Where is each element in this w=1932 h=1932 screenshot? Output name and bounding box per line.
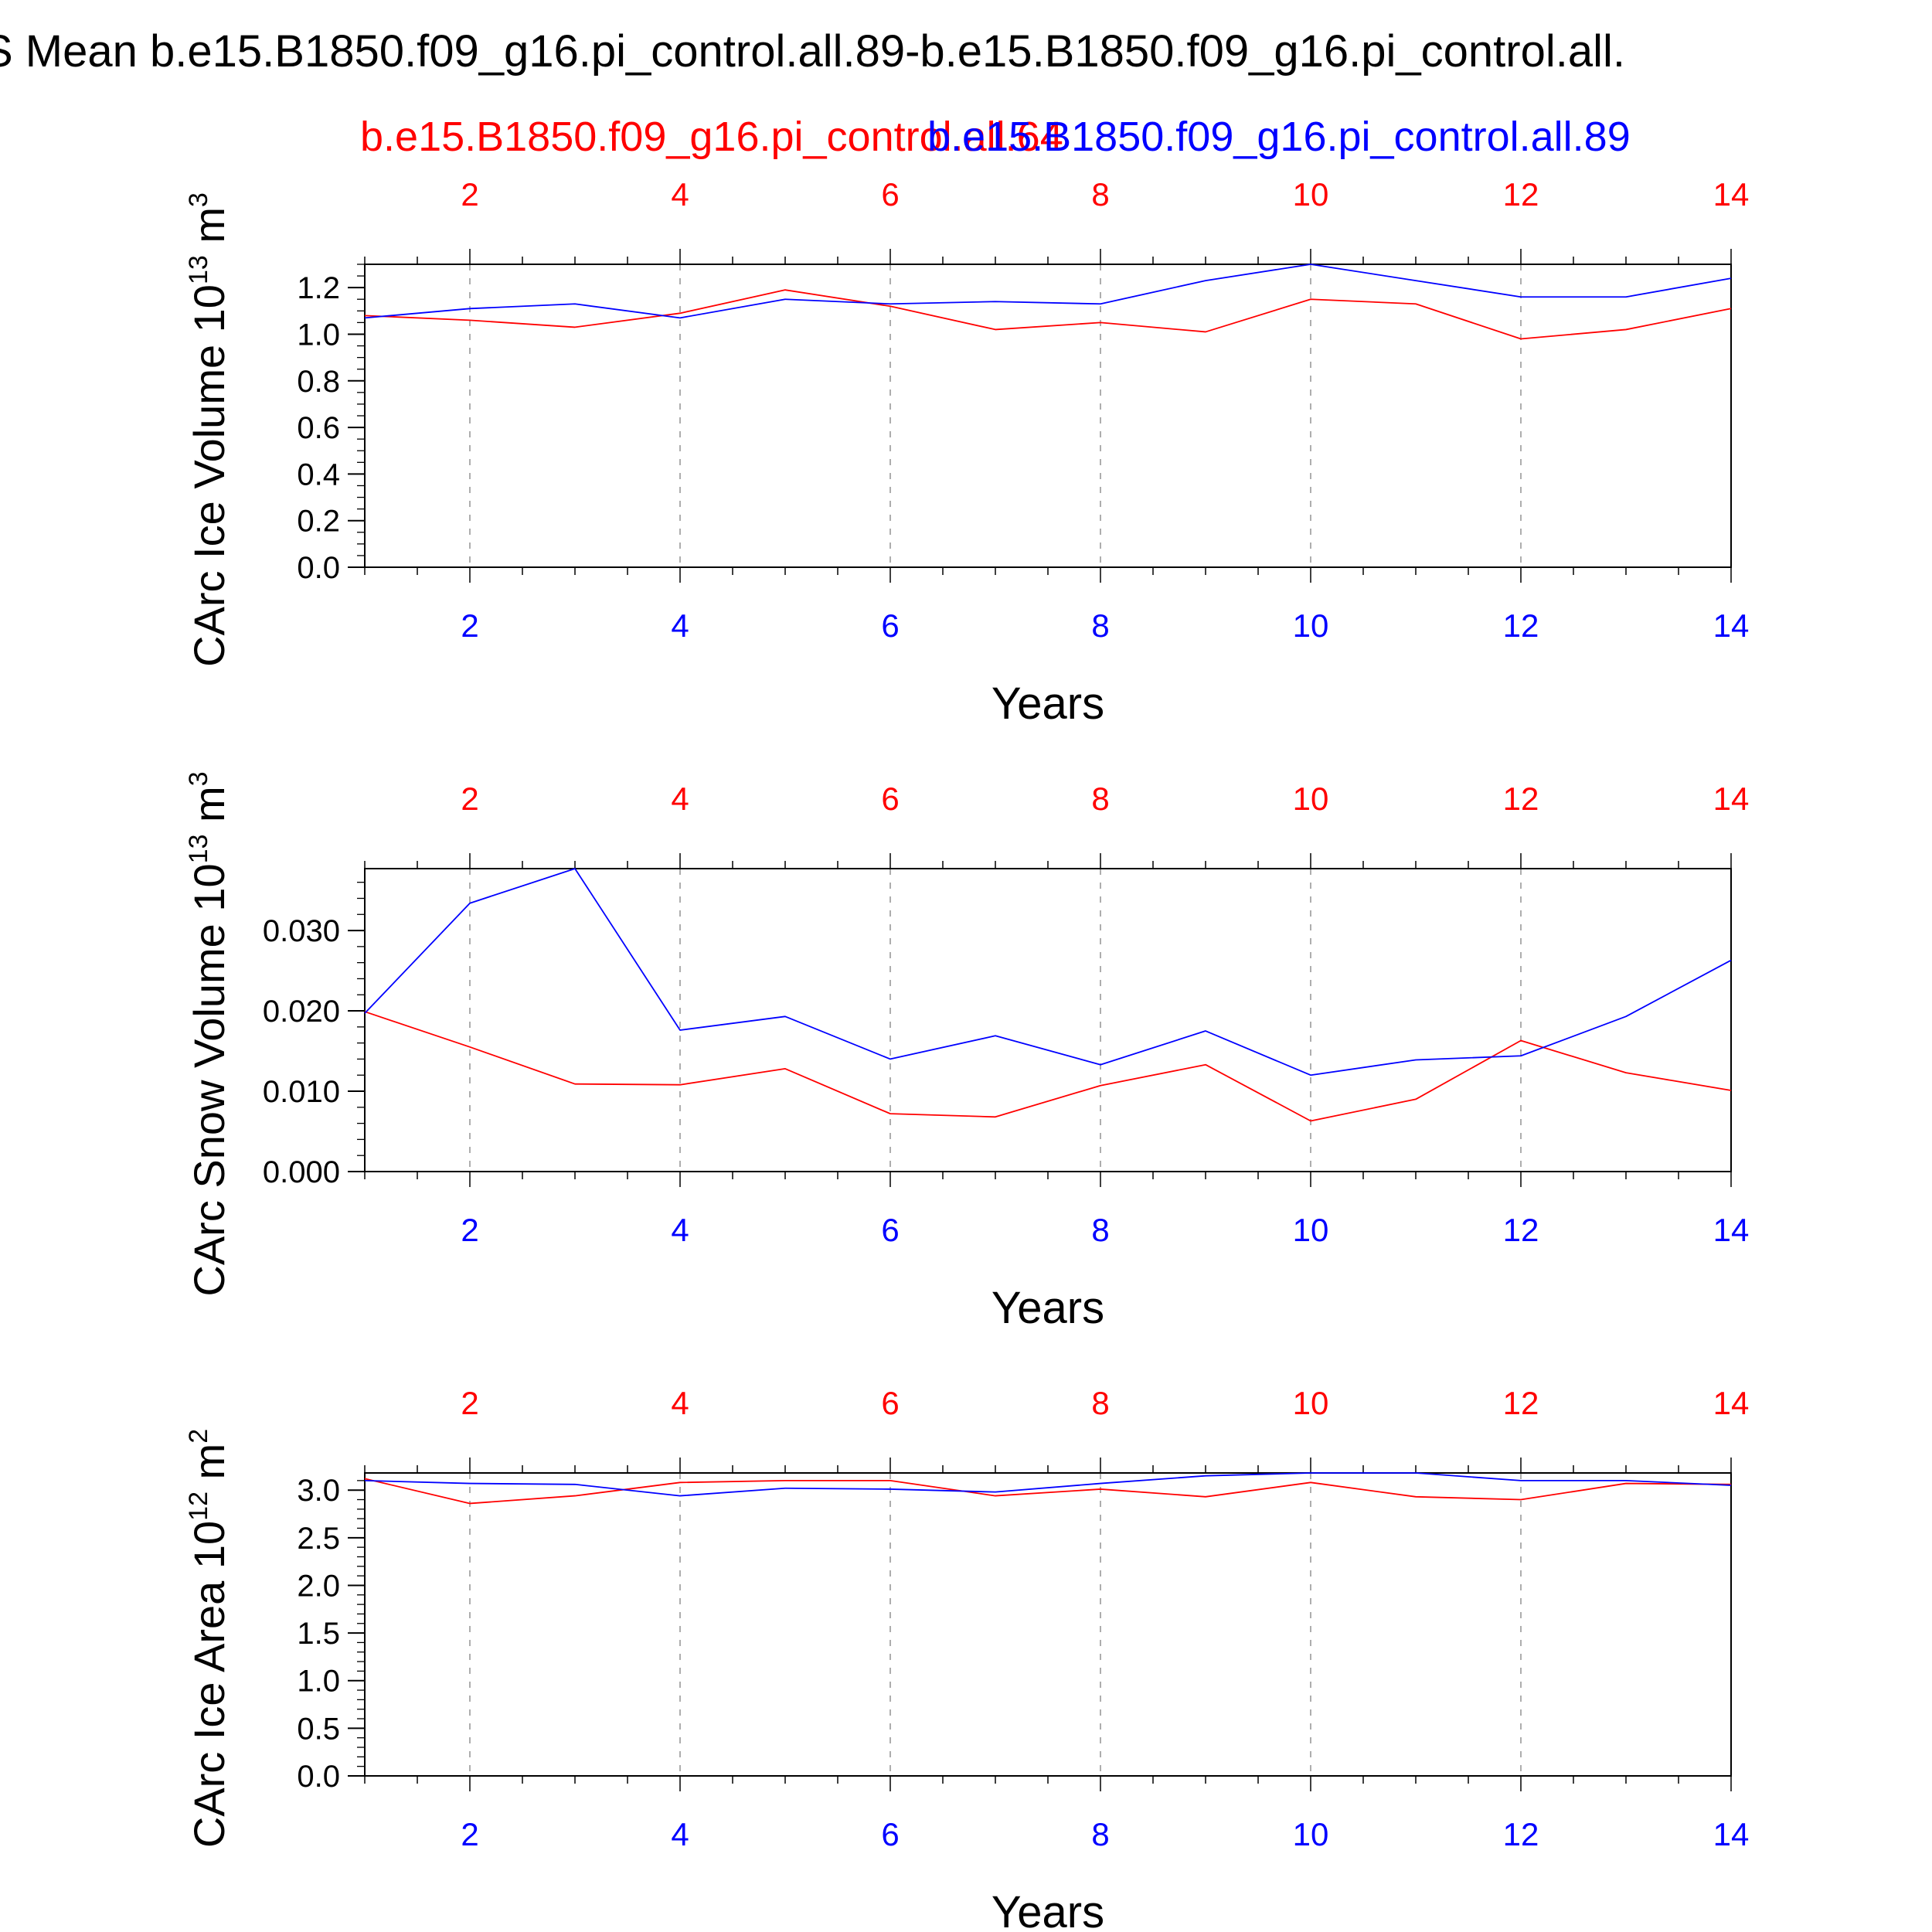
y-axis-title-unit: m <box>185 207 233 255</box>
x-tick-label-top: 10 <box>1293 781 1329 817</box>
y-tick-label: 0.010 <box>263 1075 340 1109</box>
x-tick-label-bottom: 10 <box>1293 607 1329 644</box>
y-tick-label: 0.0 <box>297 1760 340 1794</box>
y-tick-label: 2.5 <box>297 1522 340 1556</box>
series-line-red <box>364 289 1732 340</box>
plot-frame <box>364 868 1732 1172</box>
y-tick-label: 1.5 <box>297 1617 340 1651</box>
y-axis-title-exponent: 13 <box>184 835 213 864</box>
panel-2: 0.000 0.010 0.020 0.030 2 2 4 4 6 6 8 8 10 10 12 12 14 14… <box>184 771 1749 1333</box>
x-tick-label-top: 8 <box>1091 781 1109 817</box>
x-tick-label-top: 14 <box>1713 781 1750 817</box>
x-tick-label-top: 8 <box>1091 1385 1109 1421</box>
series-line-blue <box>364 264 1732 319</box>
x-tick-label-bottom: 10 <box>1293 1816 1329 1852</box>
legend-red-case: b.e15.B1850.f09_g16.pi_control.all.64 <box>360 114 1063 160</box>
x-axis-title: Years <box>992 1887 1104 1932</box>
x-tick-label-top: 4 <box>671 781 689 817</box>
y-tick-label: 0.4 <box>297 457 340 492</box>
x-tick-label-top: 8 <box>1091 176 1109 213</box>
y-tick-label: 0.020 <box>263 995 340 1029</box>
x-tick-label-bottom: 6 <box>881 607 899 644</box>
y-axis-title-unit: m <box>185 1444 233 1492</box>
x-tick-label-bottom: 2 <box>461 607 478 644</box>
x-tick-label-top: 10 <box>1293 1385 1329 1421</box>
x-tick-label-bottom: 14 <box>1713 607 1750 644</box>
chart-panels: 0.0 0.2 0.4 0.6 0.8 1.0 1.2 2 2 4 4 6 6 8 8 10 10 12 12 14 1… <box>184 176 1749 1932</box>
panel-1: 0.0 0.2 0.4 0.6 0.8 1.0 1.2 2 2 4 4 6 6 8 8 10 10 12 12 14 1… <box>184 176 1749 729</box>
series-line-red <box>364 1011 1732 1122</box>
x-tick-label-top: 4 <box>671 1385 689 1421</box>
x-tick-label-bottom: 10 <box>1293 1212 1329 1248</box>
series-line-blue <box>364 1472 1732 1497</box>
x-tick-label-bottom: 6 <box>881 1816 899 1852</box>
x-tick-label-bottom: 8 <box>1091 607 1109 644</box>
y-tick-label: 0.0 <box>297 551 340 585</box>
y-tick-label: 0.000 <box>263 1155 340 1189</box>
y-tick-label: 0.2 <box>297 505 340 539</box>
x-tick-label-top: 10 <box>1293 176 1329 213</box>
y-axis-title-unit-exponent: 3 <box>184 771 213 786</box>
y-tick-label: 0.030 <box>263 914 340 948</box>
plot-frame <box>364 264 1732 568</box>
y-axis-title-unit-exponent: 3 <box>184 192 213 207</box>
x-tick-label-bottom: 6 <box>881 1212 899 1248</box>
x-tick-label-top: 6 <box>881 176 899 213</box>
y-axis-title-main: CArc Ice Area 10 <box>185 1521 233 1848</box>
y-tick-label: 1.0 <box>297 318 340 352</box>
x-tick-label-top: 6 <box>881 1385 899 1421</box>
y-tick-label: 2.0 <box>297 1569 340 1603</box>
x-tick-label-top: 6 <box>881 781 899 817</box>
y-axis-title-unit: m <box>185 786 233 834</box>
x-tick-label-bottom: 2 <box>461 1212 478 1248</box>
y-tick-label: 0.6 <box>297 411 340 445</box>
y-tick-label: 1.0 <box>297 1665 340 1699</box>
y-axis-title: CArc Snow Volume 1013 m3 <box>184 771 233 1296</box>
x-tick-label-top: 14 <box>1713 176 1750 213</box>
x-tick-label-bottom: 12 <box>1503 1816 1539 1852</box>
y-axis-title: CArc Ice Area 1012 m2 <box>184 1429 233 1848</box>
series-line-red <box>364 1478 1732 1505</box>
x-tick-label-top: 2 <box>461 1385 478 1421</box>
panel-3: 0.0 0.5 1.0 1.5 2.0 2.5 3.0 2 2 4 4 6 6 8 8 10 10 12 12 14 1… <box>184 1385 1749 1932</box>
x-tick-label-bottom: 12 <box>1503 1212 1539 1248</box>
y-tick-label: 0.8 <box>297 365 340 399</box>
x-tick-label-bottom: 8 <box>1091 1212 1109 1248</box>
x-axis-title: Years <box>992 679 1104 729</box>
x-axis-title: Years <box>992 1283 1104 1333</box>
x-tick-label-bottom: 4 <box>671 1212 689 1248</box>
y-axis-title-unit-exponent: 2 <box>184 1429 213 1444</box>
x-tick-label-bottom: 4 <box>671 607 689 644</box>
x-tick-label-top: 12 <box>1503 176 1539 213</box>
x-tick-label-bottom: 8 <box>1091 1816 1109 1852</box>
page-title: S Mean b.e15.B1850.f09_g16.pi_control.al… <box>0 26 1625 77</box>
x-tick-label-top: 12 <box>1503 781 1539 817</box>
x-tick-label-top: 12 <box>1503 1385 1539 1421</box>
x-tick-label-top: 2 <box>461 176 478 213</box>
plot-frame <box>364 1472 1732 1777</box>
legend-blue-case: b.e15.B1850.f09_g16.pi_control.all.89 <box>927 114 1631 160</box>
y-axis-title-main: CArc Ice Volume 10 <box>185 284 233 667</box>
x-tick-label-bottom: 14 <box>1713 1212 1750 1248</box>
y-axis-title-main: CArc Snow Volume 10 <box>185 863 233 1296</box>
y-axis-title: CArc Ice Volume 1013 m3 <box>184 192 233 667</box>
x-tick-label-bottom: 2 <box>461 1816 478 1852</box>
x-tick-label-bottom: 14 <box>1713 1816 1750 1852</box>
y-tick-label: 1.2 <box>297 271 340 305</box>
y-axis-title-exponent: 13 <box>184 255 213 284</box>
y-axis-title-exponent: 12 <box>184 1492 213 1521</box>
y-tick-label: 3.0 <box>297 1474 340 1508</box>
series-line-blue <box>364 868 1732 1077</box>
x-tick-label-bottom: 4 <box>671 1816 689 1852</box>
x-tick-label-top: 4 <box>671 176 689 213</box>
x-tick-label-top: 14 <box>1713 1385 1750 1421</box>
y-tick-label: 0.5 <box>297 1712 340 1746</box>
x-tick-label-bottom: 12 <box>1503 607 1539 644</box>
x-tick-label-top: 2 <box>461 781 478 817</box>
